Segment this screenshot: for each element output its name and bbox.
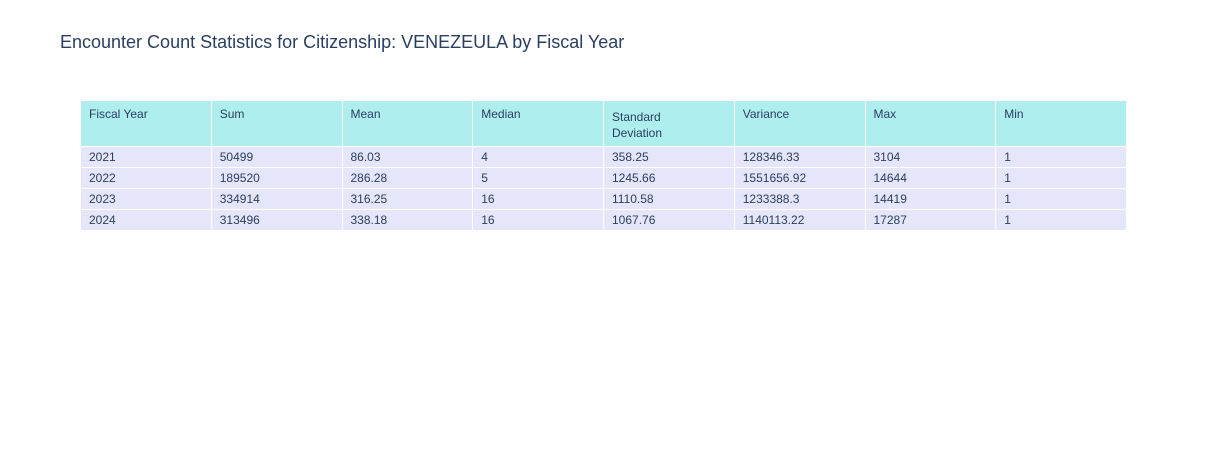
cell-standard-deviation: 1245.66 (603, 167, 735, 189)
cell-standard-deviation: 1067.76 (603, 209, 735, 231)
cell-min: 1 (995, 146, 1127, 168)
stats-table-container: Fiscal Year Sum Mean Median Standard Dev… (80, 100, 1127, 231)
cell-variance: 1140113.22 (733, 209, 866, 231)
header-standard-deviation: Standard Deviation (603, 100, 735, 147)
cell-median: 5 (472, 167, 604, 189)
table-body: 2021 50499 86.03 4 358.25 128346.33 3104… (80, 146, 1127, 231)
cell-mean: 338.18 (341, 209, 474, 231)
cell-sum: 189520 (210, 167, 343, 189)
cell-max: 14644 (864, 167, 997, 189)
cell-sum: 313496 (210, 209, 343, 231)
header-standard-deviation-label: Standard Deviation (612, 110, 663, 140)
cell-median: 16 (472, 209, 604, 231)
table-header: Fiscal Year Sum Mean Median Standard Dev… (80, 100, 1127, 147)
cell-sum: 334914 (210, 188, 343, 210)
header-median: Median (472, 100, 604, 147)
table-row: 2024 313496 338.18 16 1067.76 1140113.22… (80, 209, 1127, 231)
cell-fiscal-year: 2023 (80, 188, 212, 210)
table-row: 2021 50499 86.03 4 358.25 128346.33 3104… (80, 146, 1127, 168)
cell-max: 17287 (864, 209, 997, 231)
cell-fiscal-year: 2021 (80, 146, 212, 168)
cell-variance: 128346.33 (733, 146, 866, 168)
cell-mean: 286.28 (341, 167, 474, 189)
cell-min: 1 (995, 188, 1127, 210)
cell-variance: 1551656.92 (733, 167, 866, 189)
cell-sum: 50499 (210, 146, 343, 168)
header-max: Max (864, 100, 997, 147)
cell-standard-deviation: 1110.58 (603, 188, 735, 210)
cell-median: 16 (472, 188, 604, 210)
cell-min: 1 (995, 167, 1127, 189)
cell-fiscal-year: 2022 (80, 167, 212, 189)
cell-mean: 86.03 (341, 146, 474, 168)
table-row: 2022 189520 286.28 5 1245.66 1551656.92 … (80, 167, 1127, 189)
cell-median: 4 (472, 146, 604, 168)
header-sum: Sum (210, 100, 343, 147)
cell-variance: 1233388.3 (733, 188, 866, 210)
header-variance: Variance (733, 100, 866, 147)
stats-table: Fiscal Year Sum Mean Median Standard Dev… (80, 100, 1127, 231)
table-row: 2023 334914 316.25 16 1110.58 1233388.3 … (80, 188, 1127, 210)
cell-max: 3104 (864, 146, 997, 168)
cell-fiscal-year: 2024 (80, 209, 212, 231)
cell-max: 14419 (864, 188, 997, 210)
header-fiscal-year: Fiscal Year (80, 100, 212, 147)
cell-standard-deviation: 358.25 (603, 146, 735, 168)
header-mean: Mean (341, 100, 474, 147)
cell-min: 1 (995, 209, 1127, 231)
header-min: Min (995, 100, 1127, 147)
chart-title: Encounter Count Statistics for Citizensh… (60, 32, 625, 52)
header-row: Fiscal Year Sum Mean Median Standard Dev… (80, 100, 1127, 147)
cell-mean: 316.25 (341, 188, 474, 210)
